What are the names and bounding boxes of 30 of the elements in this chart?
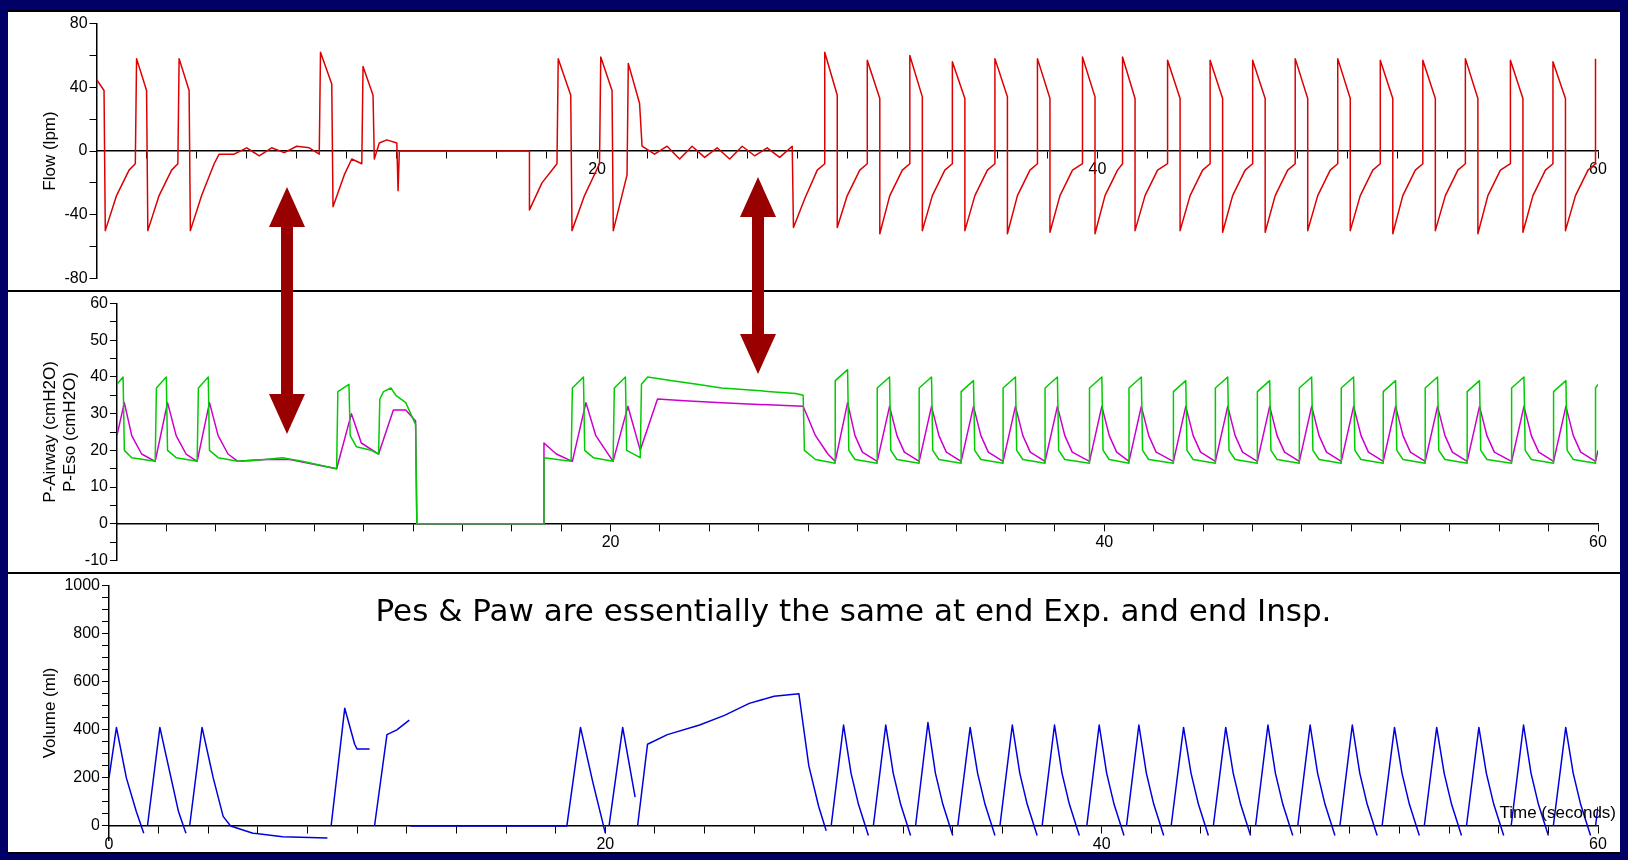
annotation: Pes & Paw are essentially the same at end Exp. and end Insp. xyxy=(375,592,1332,629)
y-tick-label: -80 xyxy=(64,268,88,286)
x-tick-label: 40 xyxy=(1095,532,1114,550)
y-tick-label: 40 xyxy=(90,367,109,385)
y-tick-label: -40 xyxy=(64,205,88,223)
x-tick-label: 20 xyxy=(601,532,620,550)
y-tick-label: 30 xyxy=(90,404,109,422)
y-tick-label: 10 xyxy=(90,477,109,495)
x-tick-label: 60 xyxy=(1589,834,1607,852)
y-tick-label: 600 xyxy=(73,672,101,690)
y-axis-title: Volume (ml) xyxy=(39,667,59,759)
y-tick-label: -10 xyxy=(84,550,109,568)
y-axis-title: Flow (lpm) xyxy=(39,111,59,191)
y-tick-label: 60 xyxy=(90,294,109,312)
y-tick-label: 50 xyxy=(90,330,109,348)
x-tick-label: 40 xyxy=(1092,834,1111,852)
x-tick-label: 60 xyxy=(1589,160,1607,178)
y-tick-label: 800 xyxy=(73,624,101,642)
x-tick-label: 20 xyxy=(596,834,615,852)
y-tick-label: 0 xyxy=(99,514,109,532)
y-tick-label: 0 xyxy=(78,141,88,159)
y-tick-label: 1000 xyxy=(64,576,101,594)
y-tick-label: 400 xyxy=(73,720,101,738)
y-axis-title: P-Airway (cmH2O) P-Eso (cmH2O) xyxy=(39,361,80,503)
y-tick-label: 0 xyxy=(91,816,101,834)
y-tick-label: 40 xyxy=(69,77,88,95)
y-tick-label: 80 xyxy=(69,14,88,32)
y-tick-label: 200 xyxy=(73,768,101,786)
y-tick-label: 20 xyxy=(90,440,109,458)
x-tick-label: 60 xyxy=(1589,532,1607,550)
